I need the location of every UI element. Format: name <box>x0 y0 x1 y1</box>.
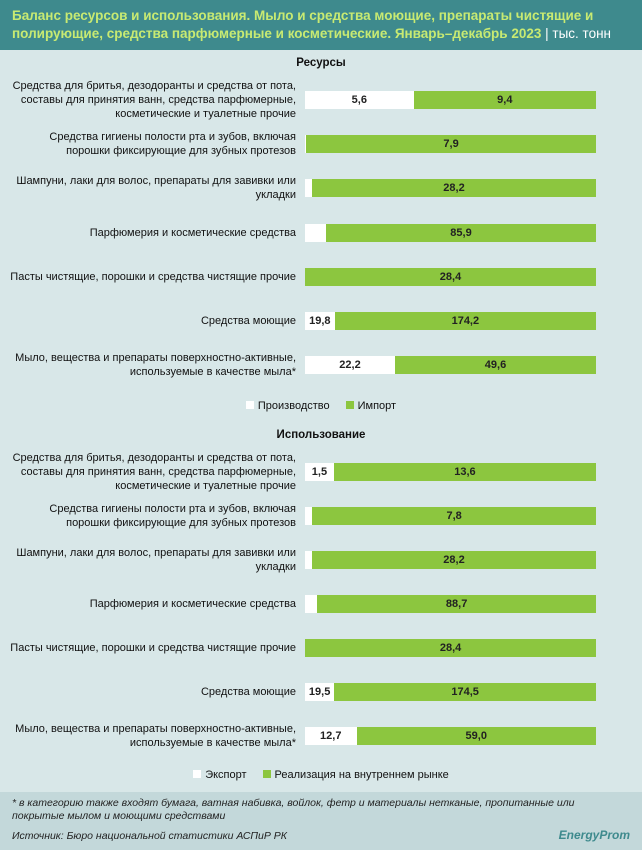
logo: EnergyProm <box>558 828 630 842</box>
value-label: 1,5 <box>311 466 328 478</box>
category-label: Средства гигиены полости рта и зубов, вк… <box>49 503 296 529</box>
value-label: 12,7 <box>320 730 342 742</box>
footer: * в категорию также входят бумага, ватна… <box>0 792 642 850</box>
value-label: 49,6 <box>484 359 507 372</box>
value-label: 28,4 <box>439 642 462 654</box>
value-label: 7,9 <box>443 138 459 151</box>
value-label: 9,4 <box>497 94 513 106</box>
legend-swatch <box>345 401 354 409</box>
value-label: 5,6 <box>351 94 367 106</box>
legend: Производство Импорт <box>0 400 642 412</box>
value-label: 19,8 <box>309 315 331 327</box>
category-label: Парфюмерия и косметические средства <box>89 598 296 610</box>
legend-item: Реализация на внутреннем рынке <box>262 769 449 781</box>
title-text: Баланс ресурсов и использования. Мыло и … <box>12 8 594 41</box>
bar-segment <box>394 356 596 375</box>
legend-label: Реализация на внутреннем рынке <box>274 769 449 781</box>
bar-segment <box>305 356 395 375</box>
bar-segment <box>305 267 596 286</box>
bar-segment <box>305 595 318 613</box>
header: Баланс ресурсов и использования. Мыло и … <box>0 0 642 50</box>
bar-segment <box>306 135 596 154</box>
value-label: 13,6 <box>454 466 476 478</box>
value-label: 88,7 <box>445 598 468 610</box>
bar-segment <box>305 135 307 154</box>
bar-segment <box>305 463 334 481</box>
unit: | тыс. тонн <box>545 26 611 41</box>
bar-segment <box>312 551 596 569</box>
bar-segment <box>305 551 313 569</box>
bar-segment <box>317 595 596 613</box>
category-label: Средства для бритья, дезодоранты и средс… <box>12 452 296 492</box>
bar-segment <box>305 639 596 657</box>
value-label: 28,2 <box>443 554 465 566</box>
bar-segment <box>305 727 357 745</box>
legend-label: Производство <box>257 400 330 412</box>
value-label: 19,5 <box>308 686 331 698</box>
legend-item: Производство <box>245 400 330 412</box>
title: Баланс ресурсов и использования. Мыло и … <box>12 7 632 43</box>
category-label: Пасты чистящие, порошки и средства чистя… <box>10 642 296 654</box>
bar-segment <box>305 91 414 109</box>
value-label: 85,9 <box>450 226 472 239</box>
bar-segment <box>413 91 596 109</box>
legend: Экспорт Реализация на внутреннем рынке <box>0 769 642 781</box>
bar-segment <box>305 507 313 525</box>
bar-segment <box>305 223 327 242</box>
legend-swatch <box>262 770 271 778</box>
legend-label: Экспорт <box>205 769 247 781</box>
source: Источник: Бюро национальной статистики А… <box>12 830 287 842</box>
value-label: 7,8 <box>446 510 462 522</box>
value-label: 174,5 <box>451 686 479 698</box>
category-label: Средства гигиены полости рта и зубов, вк… <box>49 131 296 158</box>
bar-segment <box>356 727 596 745</box>
bar-segment <box>312 179 596 198</box>
legend-item: Экспорт <box>193 769 247 781</box>
bar-segment <box>312 507 596 525</box>
value-label: 28,2 <box>443 182 465 195</box>
category-label: Парфюмерия и косметические средства <box>89 226 296 239</box>
legend-swatch <box>193 770 202 778</box>
chart-title: Ресурсы <box>296 57 346 69</box>
category-label: Шампуни, лаки для волос, препараты для з… <box>16 175 296 202</box>
bar-segment <box>334 312 596 330</box>
chart-title: Использование <box>276 429 366 441</box>
value-label: 22,2 <box>339 359 361 372</box>
bar-segment <box>333 463 596 481</box>
bar-segment <box>305 683 335 701</box>
category-label: Шампуни, лаки для волос, препараты для з… <box>16 547 296 573</box>
bar-segment <box>334 683 596 701</box>
category-label: Мыло, вещества и препараты поверхностно-… <box>15 352 296 379</box>
legend-swatch <box>245 401 254 409</box>
value-label: 59,0 <box>465 730 487 742</box>
category-label: Пасты чистящие, порошки и средства чистя… <box>10 270 296 283</box>
footnote: * в категорию также входят бумага, ватна… <box>12 797 575 822</box>
legend-item: Импорт <box>345 400 397 412</box>
bar-segment <box>305 179 313 198</box>
value-label: 28,4 <box>439 270 462 283</box>
category-label: Средства моющие <box>200 315 296 327</box>
category-label: Средства моющие <box>200 686 296 698</box>
bar-segment <box>305 312 335 330</box>
category-label: Мыло, вещества и препараты поверхностно-… <box>15 723 296 749</box>
legend-label: Импорт <box>357 400 397 412</box>
value-label: 174,2 <box>451 315 480 327</box>
category-label: Средства для бритья, дезодоранты и средс… <box>12 80 296 120</box>
bar-segment <box>326 223 596 242</box>
